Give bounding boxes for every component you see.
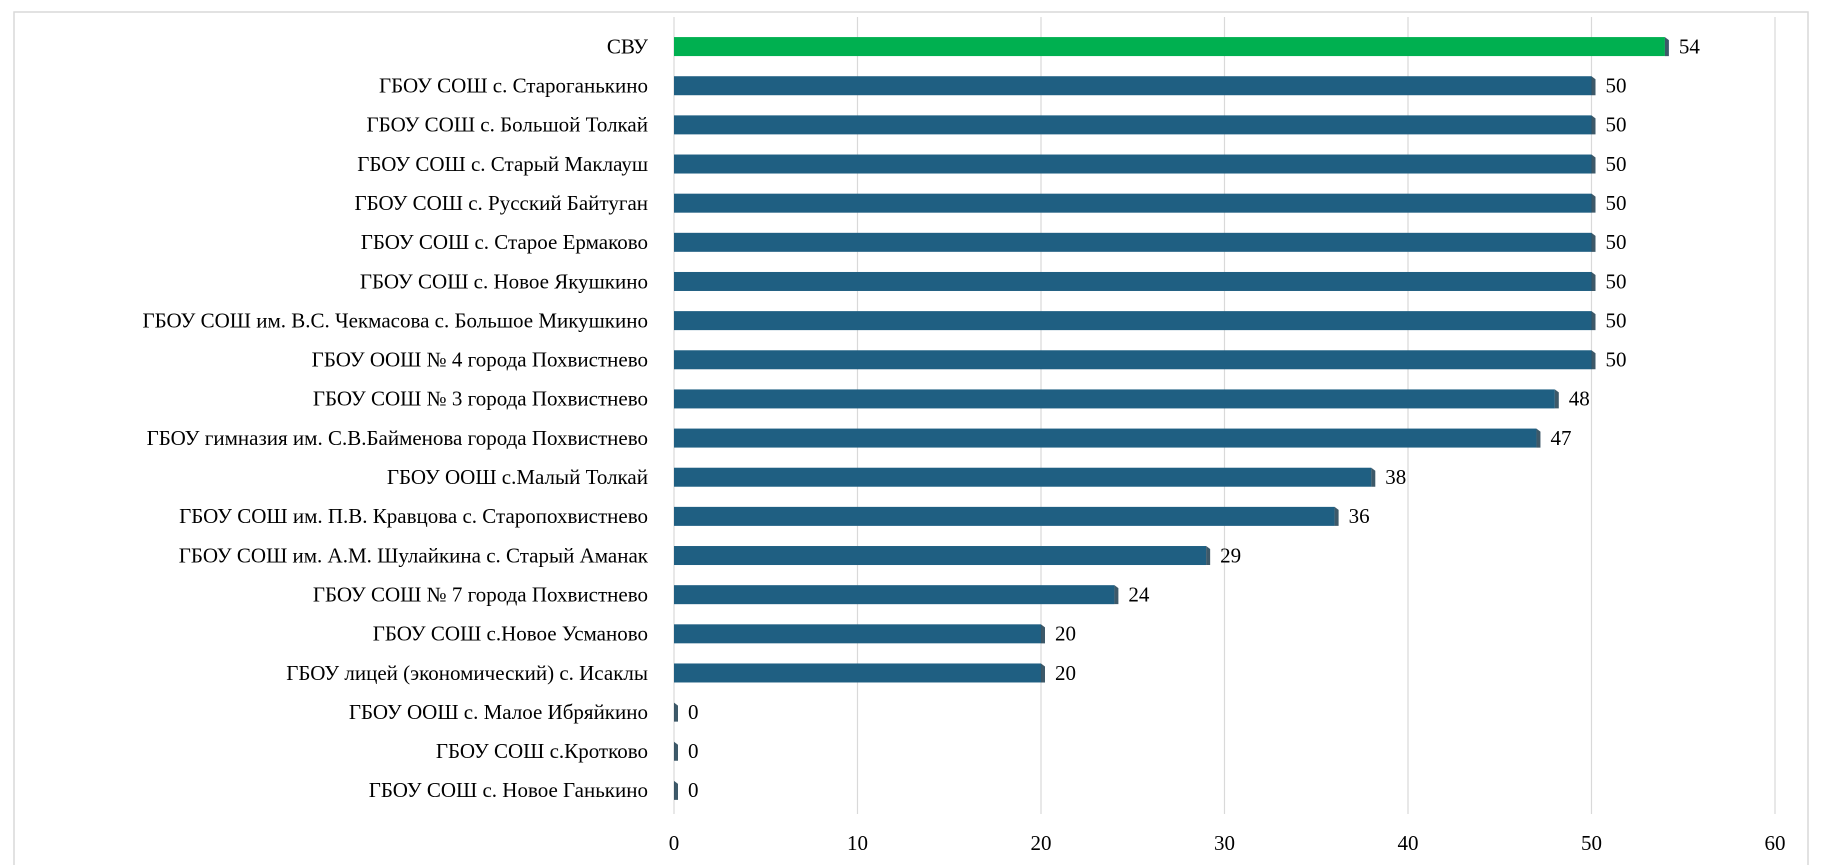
bar-edge <box>1554 389 1559 409</box>
bar-edge <box>1114 585 1119 605</box>
value-label: 50 <box>1606 152 1627 176</box>
y-tick-label: ГБОУ СОШ им. А.М. Шулайкина с. Старый Ам… <box>179 543 649 567</box>
value-label: 38 <box>1385 465 1406 489</box>
value-label: 0 <box>688 739 699 763</box>
bar-edge <box>674 780 678 800</box>
bar <box>674 389 1555 409</box>
y-tick-label: ГБОУ СОШ с. Старое Ермаково <box>361 230 648 254</box>
bar <box>674 546 1207 566</box>
y-tick-label: ГБОУ СОШ с. Новое Якушкино <box>360 269 648 293</box>
x-tick-label: 30 <box>1214 831 1235 855</box>
bar <box>674 154 1592 174</box>
bar-edge <box>1591 350 1596 370</box>
y-tick-label: ГБОУ лицей (экономический) с. Исаклы <box>286 661 648 685</box>
bar-edge <box>1591 76 1596 96</box>
y-tick-label: ГБОУ СОШ им. П.В. Кравцова с. Старопохви… <box>179 504 648 528</box>
bar <box>674 663 1041 683</box>
value-label: 50 <box>1606 348 1627 372</box>
value-label: 50 <box>1606 113 1627 137</box>
bar <box>674 37 1665 57</box>
bar-edge <box>1536 428 1541 448</box>
y-tick-label: ГБОУ ООШ с.Малый Толкай <box>387 465 648 489</box>
bar-edge <box>1041 624 1045 644</box>
bar-edge <box>1664 37 1669 57</box>
y-tick-label: ГБОУ СОШ им. В.С. Чекмасова с. Большое М… <box>142 308 648 332</box>
y-tick-label: ГБОУ СОШ с.Кротково <box>436 739 648 763</box>
bar <box>674 115 1592 135</box>
y-tick-label: ГБОУ ООШ с. Малое Ибряйкино <box>349 700 648 724</box>
value-label: 0 <box>688 700 699 724</box>
value-label: 29 <box>1220 543 1241 567</box>
y-tick-label: ГБОУ СОШ № 7 города Похвистнево <box>313 582 648 606</box>
bar-edge <box>1591 115 1596 135</box>
bar-edge <box>1334 506 1339 526</box>
value-label: 50 <box>1606 308 1627 332</box>
y-tick-label: СВУ <box>607 34 648 58</box>
value-label: 20 <box>1055 622 1076 646</box>
y-tick-label: ГБОУ СОШ с. Большой Толкай <box>367 113 648 137</box>
x-tick-label: 50 <box>1581 831 1602 855</box>
value-label: 50 <box>1606 74 1627 98</box>
x-tick-label: 20 <box>1031 831 1052 855</box>
y-tick-label: ГБОУ СОШ с. Русский Байтуган <box>354 191 648 215</box>
x-tick-label: 40 <box>1398 831 1419 855</box>
bar-edge <box>1041 663 1045 683</box>
x-tick-label: 10 <box>847 831 868 855</box>
bar-edge <box>674 702 678 722</box>
value-label: 48 <box>1569 387 1590 411</box>
bar <box>674 506 1335 526</box>
y-tick-label: ГБОУ СОШ с. Новое Ганькино <box>369 778 648 802</box>
x-tick-label: 60 <box>1765 831 1786 855</box>
y-tick-label: ГБОУ СОШ с. Старый Маклауш <box>357 152 648 176</box>
y-tick-label: ГБОУ ООШ № 4 города Похвистнево <box>312 348 648 372</box>
value-label: 24 <box>1128 582 1150 606</box>
bar-edge <box>1591 271 1596 291</box>
bar <box>674 428 1537 448</box>
bar-edge <box>1591 232 1596 252</box>
y-tick-label: ГБОУ СОШ с. Староганькино <box>379 74 648 98</box>
y-tick-label: ГБОУ СОШ № 3 города Похвистнево <box>313 387 648 411</box>
bar-edge <box>674 741 678 761</box>
value-label: 54 <box>1679 34 1701 58</box>
value-label: 20 <box>1055 661 1076 685</box>
y-tick-label: ГБОУ гимназия им. С.В.Байменова города П… <box>147 426 648 450</box>
bar <box>674 271 1592 291</box>
bar <box>674 76 1592 96</box>
y-tick-label: ГБОУ СОШ с.Новое Усманово <box>373 622 648 646</box>
bar-edge <box>1591 193 1596 213</box>
bar <box>674 585 1115 605</box>
value-label: 47 <box>1550 426 1571 450</box>
bar <box>674 467 1372 487</box>
value-label: 36 <box>1349 504 1370 528</box>
value-label: 50 <box>1606 230 1627 254</box>
bar <box>674 232 1592 252</box>
value-label: 50 <box>1606 191 1627 215</box>
bar <box>674 311 1592 331</box>
value-label: 0 <box>688 778 699 802</box>
chart-frame <box>13 11 1809 865</box>
value-label: 50 <box>1606 269 1627 293</box>
bar <box>674 193 1592 213</box>
x-tick-label: 0 <box>669 831 680 855</box>
bar-edge <box>1206 546 1211 566</box>
bar <box>674 350 1592 370</box>
bar-edge <box>1591 311 1596 331</box>
bar-edge <box>1591 154 1596 174</box>
bar-edge <box>1371 467 1376 487</box>
bar <box>674 624 1041 644</box>
